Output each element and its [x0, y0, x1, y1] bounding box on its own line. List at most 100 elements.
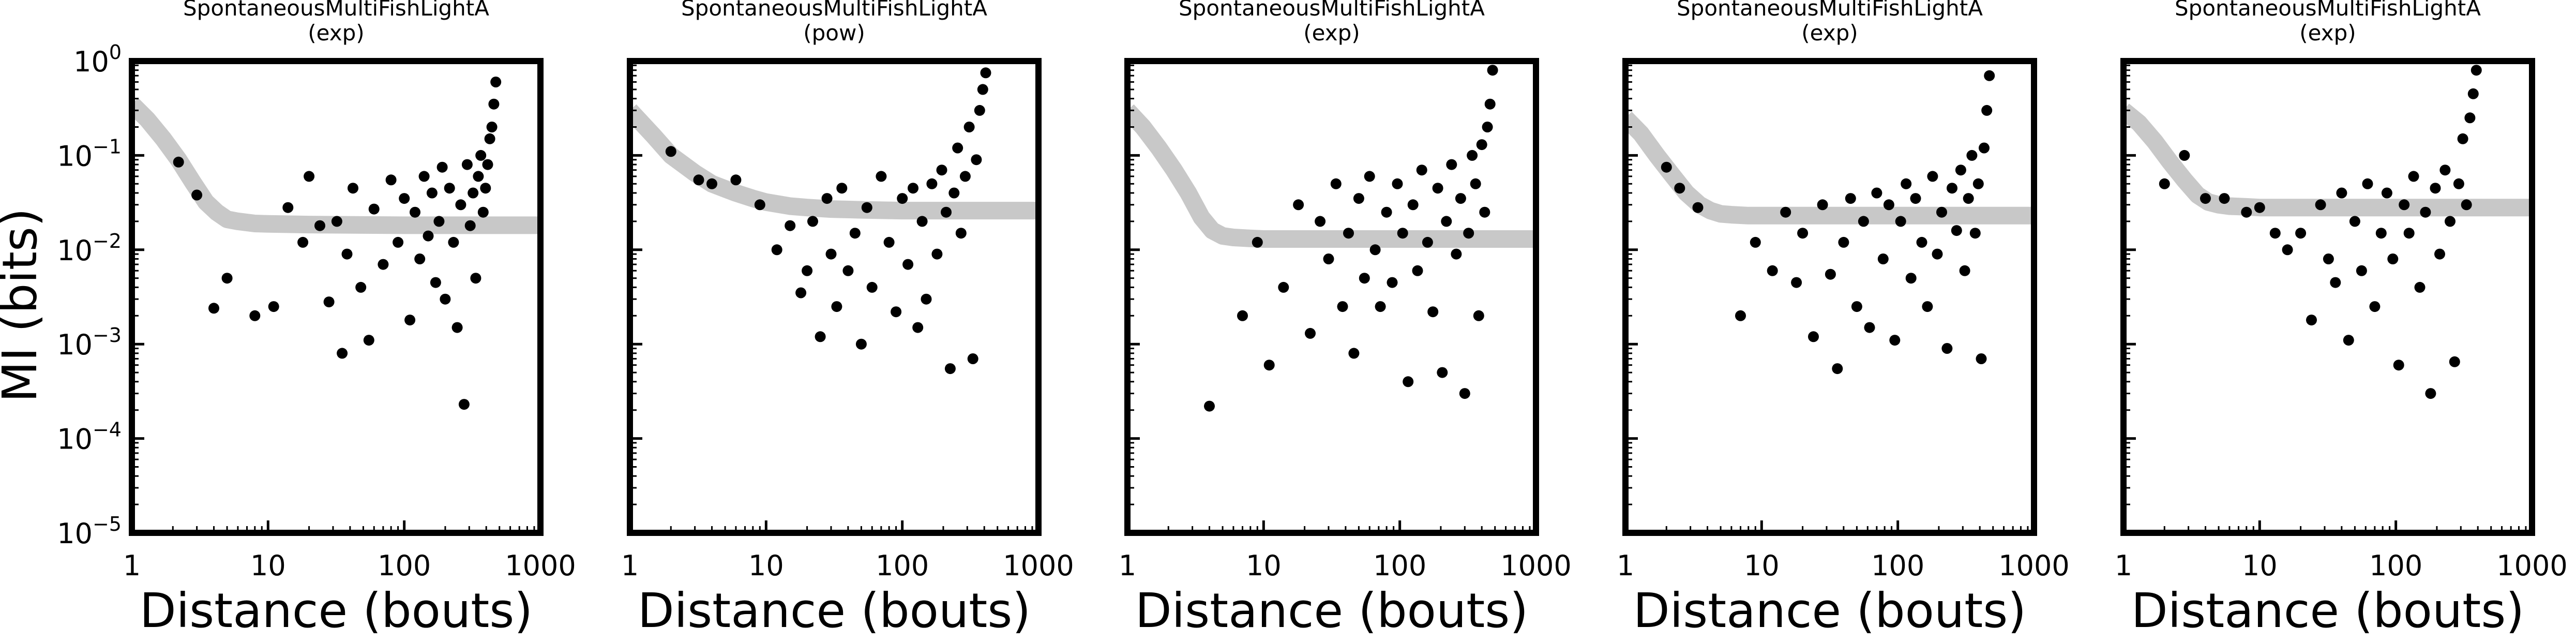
data-point: [2464, 112, 2476, 124]
data-point: [418, 171, 430, 182]
data-point: [208, 303, 219, 314]
data-point: [944, 363, 956, 375]
data-point: [191, 189, 203, 201]
data-point: [2387, 253, 2399, 264]
data-point: [2362, 178, 2373, 189]
y-tick-label: 10−3: [57, 324, 122, 361]
data-points: [173, 77, 502, 410]
y-tick-label: 10−4: [57, 419, 122, 456]
data-point: [1955, 165, 1966, 176]
data-point: [902, 259, 914, 270]
x-tick-label: 1: [1119, 549, 1136, 582]
chart-subtitle: (exp): [2299, 20, 2356, 46]
data-point: [821, 193, 833, 204]
x-tick-label: 10: [1744, 549, 1780, 582]
data-point: [2408, 171, 2419, 182]
x-tick-label: 1: [123, 549, 141, 582]
data-point: [2403, 228, 2415, 239]
data-point: [1864, 322, 1875, 333]
data-point: [825, 248, 837, 260]
data-point: [2369, 301, 2381, 312]
data-point: [2461, 199, 2472, 211]
data-point: [490, 77, 502, 87]
x-tick-label: 100: [2369, 549, 2422, 582]
data-point: [1910, 193, 1921, 204]
data-point: [912, 322, 924, 333]
x-tick-label: 1000: [2496, 549, 2567, 582]
data-point: [2159, 178, 2170, 189]
data-point: [1451, 248, 1462, 260]
data-point: [2306, 315, 2317, 326]
data-point: [1403, 376, 1414, 387]
data-point: [1252, 236, 1263, 248]
data-point: [1966, 150, 1978, 161]
data-point: [464, 220, 476, 231]
data-point: [1877, 253, 1889, 264]
data-point: [1482, 122, 1493, 132]
x-axis-label: Distance (bouts): [1135, 583, 1528, 638]
data-point: [440, 293, 451, 305]
y-axis-label: MI (bits): [0, 208, 48, 402]
data-point: [1808, 331, 1819, 342]
data-point: [470, 273, 481, 284]
data-point: [1916, 236, 1927, 248]
x-tick-label: 100: [876, 549, 929, 582]
data-point: [2219, 193, 2230, 204]
chart-panel-5: SpontaneousMultiFishLightA(exp) 1 10 100 100…: [2115, 0, 2568, 638]
data-point: [1871, 187, 1882, 199]
plot-frame: [2120, 58, 2535, 536]
data-point: [355, 281, 367, 293]
data-point: [1446, 159, 1457, 170]
data-point: [1407, 199, 1419, 211]
data-point: [665, 146, 676, 157]
x-tick-label: 10: [250, 549, 286, 582]
fit-line: [630, 104, 1038, 220]
data-point: [436, 161, 448, 173]
x-tick-label: 10: [2242, 549, 2278, 582]
data-point: [268, 301, 279, 312]
data-point: [1845, 193, 1856, 204]
data-point: [323, 296, 335, 308]
data-point: [952, 142, 963, 154]
data-point: [855, 338, 867, 350]
chart-title: SpontaneousMultiFishLightA: [681, 0, 987, 21]
chart-subtitle: (exp): [1303, 20, 1360, 46]
x-axis-label: Distance (bouts): [638, 583, 1031, 638]
data-point: [2330, 277, 2341, 288]
data-point: [1470, 178, 1481, 189]
data-point: [795, 287, 807, 298]
data-point: [458, 399, 470, 410]
data-point: [2453, 178, 2464, 189]
data-point: [2356, 265, 2367, 276]
data-point: [974, 104, 985, 116]
y-tick-label: 100: [73, 41, 122, 78]
data-point: [1387, 277, 1398, 288]
data-point: [706, 178, 717, 189]
data-point: [1369, 244, 1381, 256]
plot-frame: [129, 58, 544, 536]
data-point: [1427, 306, 1439, 318]
data-point: [297, 236, 309, 248]
data-point: [1817, 199, 1828, 211]
data-point: [1375, 301, 1386, 312]
chart-subtitle: (exp): [1801, 20, 1858, 46]
data-point: [2179, 150, 2190, 161]
data-point: [771, 244, 782, 256]
data-point: [2393, 360, 2404, 371]
data-point: [2430, 183, 2441, 194]
data-point: [1661, 161, 1672, 173]
data-point: [2375, 228, 2387, 239]
y-tick-label: 10−5: [57, 513, 122, 550]
data-point: [1343, 228, 1354, 239]
data-point: [1397, 228, 1408, 239]
data-point: [842, 265, 854, 276]
data-point: [1735, 310, 1746, 321]
data-point: [2269, 228, 2281, 239]
data-point: [1932, 248, 1943, 260]
data-point: [484, 133, 495, 144]
chart-title: SpontaneousMultiFishLightA: [183, 0, 489, 21]
data-point: [249, 310, 261, 321]
fit-line: [132, 98, 540, 234]
data-point: [831, 301, 842, 312]
data-point: [2434, 248, 2445, 260]
